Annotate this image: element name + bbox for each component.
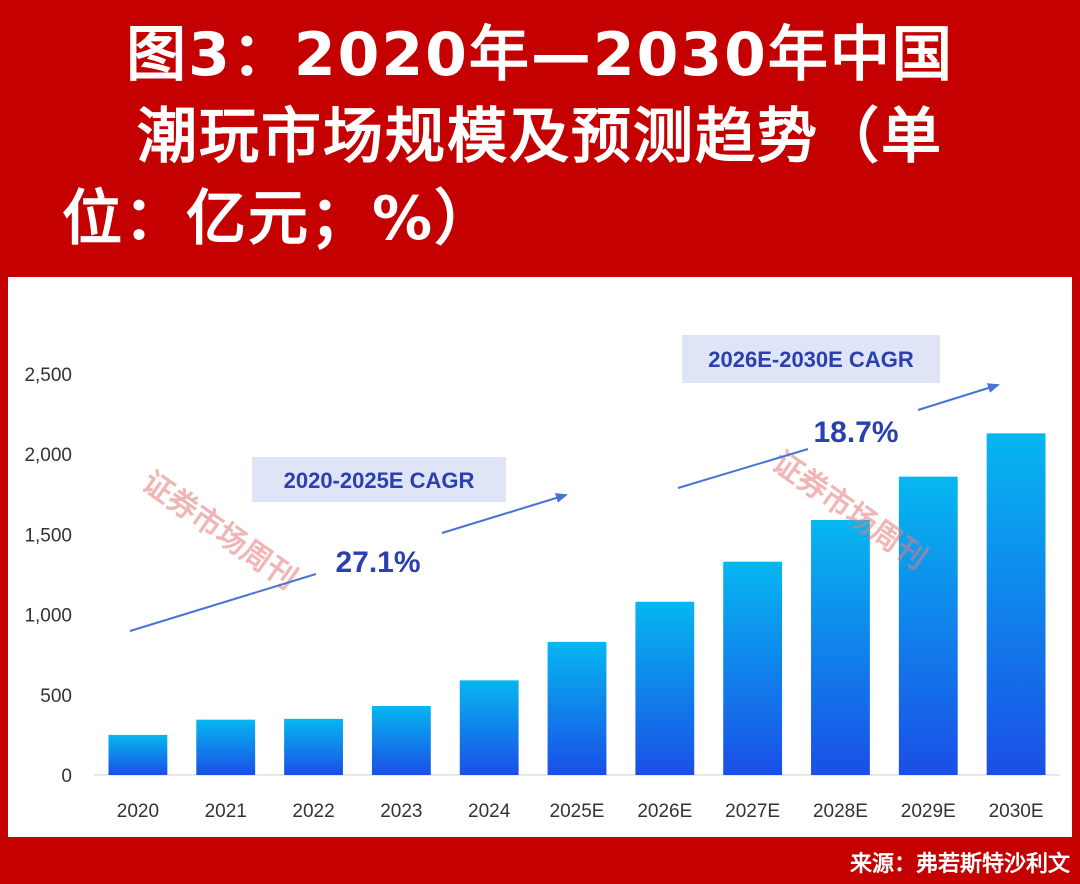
title-line-2: 潮玩市场规模及预测趋势（单 <box>137 102 943 172</box>
bar-2023 <box>371 706 431 775</box>
cagr-arrow-1b <box>441 493 568 534</box>
bar-2020 <box>108 734 168 775</box>
cagr-label-2: 2026E-2030E CAGR <box>708 347 914 372</box>
chart-title: 图3：2020年—2030年中国 潮玩市场规模及预测趋势（单 位：亿元；%） <box>0 14 1080 260</box>
x-tick-label: 2026E <box>637 801 692 822</box>
source-note: 来源：弗若斯特沙利文 <box>849 852 1070 877</box>
cagr-arrow-1a <box>129 573 317 632</box>
y-tick-label: 0 <box>61 766 72 787</box>
title-line-3: 位：亿元；%） <box>62 184 497 254</box>
cagr-value-1: 27.1% <box>335 546 420 579</box>
y-tick-label: 2,500 <box>24 365 72 386</box>
y-tick-label: 1,000 <box>24 606 72 627</box>
y-tick-label: 2,000 <box>24 445 72 466</box>
bar-2027E <box>723 561 783 775</box>
x-tick-label: 2022 <box>292 801 334 822</box>
x-tick-label: 2021 <box>205 801 247 822</box>
chart-panel: 0 500 1,000 1,500 2,000 2,500 2020 2021 2022 202… <box>8 277 1072 837</box>
bar-chart: 0 500 1,000 1,500 2,000 2,500 2020 2021 2022 202… <box>24 335 1060 822</box>
x-tick-label: 2030E <box>989 801 1044 822</box>
bar-2025E <box>547 641 607 775</box>
x-tick-label: 2028E <box>813 801 868 822</box>
cagr-arrow-2a <box>677 448 809 489</box>
cagr-value-2: 18.7% <box>813 416 898 449</box>
x-tick-label: 2027E <box>725 801 780 822</box>
bar-2028E <box>811 519 870 775</box>
bar-2021 <box>196 719 256 775</box>
bar-2026E <box>635 601 695 775</box>
bar-2029E <box>898 476 958 775</box>
bar-2022 <box>284 718 343 775</box>
cagr-label-box-1 <box>252 457 506 502</box>
cagr-label-1: 2020-2025E CAGR <box>284 468 475 493</box>
x-tick-label: 2023 <box>380 801 422 822</box>
x-tick-label: 2029E <box>901 801 956 822</box>
cagr-label-box-2 <box>682 335 940 383</box>
y-tick-label: 500 <box>40 686 72 707</box>
x-tick-label: 2024 <box>468 801 511 822</box>
x-tick-label: 2025E <box>550 801 605 822</box>
y-tick-label: 1,500 <box>24 525 72 546</box>
title-line-1: 图3：2020年—2030年中国 <box>126 20 954 90</box>
x-tick-label: 2020 <box>117 801 159 822</box>
bar-2030E <box>986 433 1046 775</box>
cagr-arrow-2b <box>917 383 1000 411</box>
bar-2024 <box>459 680 519 775</box>
